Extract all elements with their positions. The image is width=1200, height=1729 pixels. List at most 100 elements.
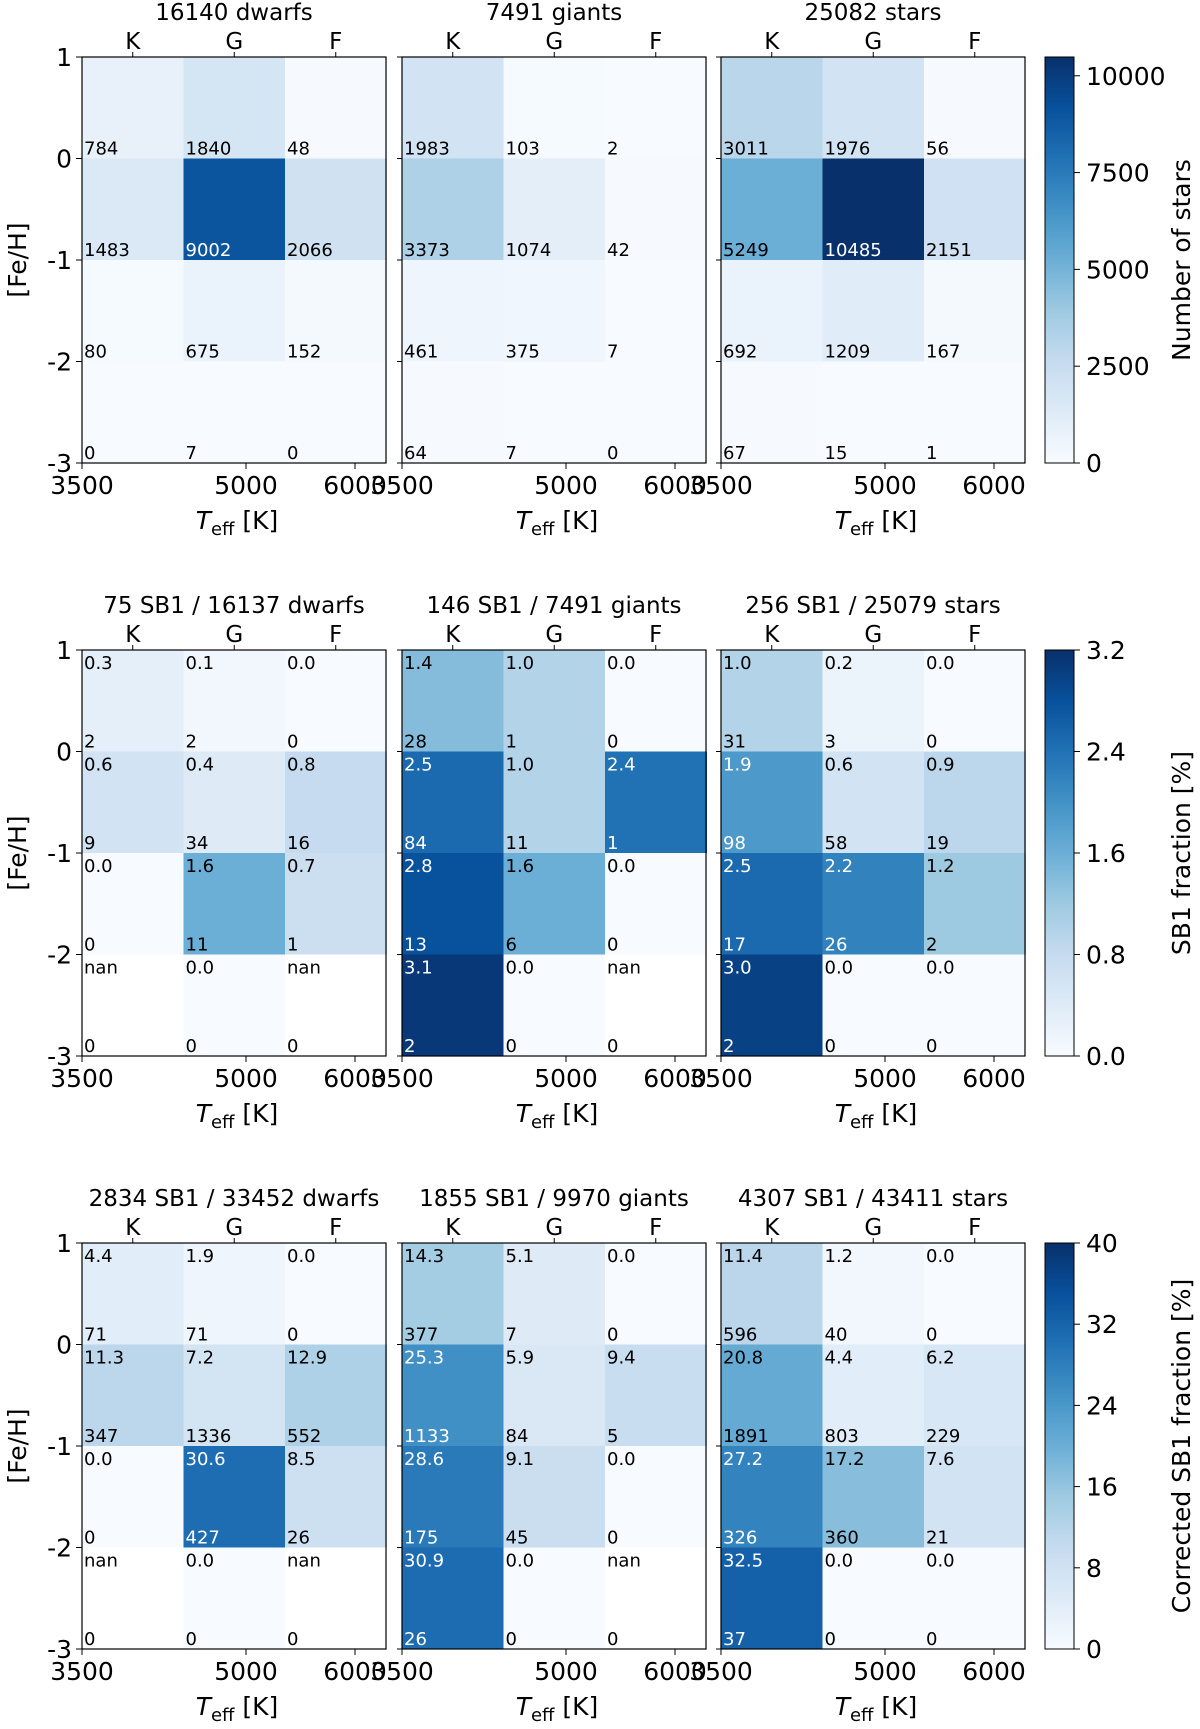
heatmap-cell: [822, 954, 925, 1057]
cell-count-label: 26: [287, 1528, 310, 1549]
cell-count-label: 0: [186, 1629, 197, 1650]
panel-title: 25082 stars: [804, 0, 941, 26]
cell-value-label: 1983: [404, 139, 450, 160]
spectral-type-label: K: [125, 29, 141, 55]
heatmap-cell: [82, 954, 184, 1057]
spectral-type-label: F: [968, 29, 981, 55]
cell-count-label: 427: [186, 1528, 220, 1549]
cell-value-label: 0.0: [607, 653, 636, 674]
cell-value-label: 64: [404, 443, 427, 464]
heatmap-cell: [822, 1446, 925, 1548]
heatmap-cell: [822, 1243, 925, 1345]
cell-value-label: 1.0: [506, 653, 535, 674]
x-axis-label: Teff [K]: [516, 506, 599, 540]
cell-value-label: 2.5: [404, 755, 433, 776]
cell-count-label: 40: [825, 1325, 848, 1346]
cell-value-label: 2.4: [607, 755, 636, 776]
heatmap-cell: [285, 954, 387, 1057]
spectral-type-label: K: [125, 1215, 141, 1241]
x-axis-label: Teff [K]: [516, 1692, 599, 1726]
heatmap-cell: [82, 751, 184, 854]
x-axis-label: Teff [K]: [196, 1692, 279, 1726]
heatmap-cell: [402, 650, 504, 752]
cell-count-label: 98: [723, 833, 746, 854]
cell-value-label: 4.4: [84, 1246, 113, 1267]
cell-value-label: 5.1: [506, 1246, 535, 1267]
cell-value-label: 0.0: [607, 856, 636, 877]
cell-value-label: 15: [825, 443, 848, 464]
colorbar-tick-label: 0.8: [1086, 941, 1126, 970]
spectral-type-label: K: [445, 1215, 461, 1241]
spectral-type-label: K: [445, 29, 461, 55]
heatmap-cell: [82, 57, 184, 159]
heatmap-cell: [183, 751, 286, 854]
cell-value-label: 784: [84, 139, 118, 160]
panel-title: 7491 giants: [486, 0, 623, 26]
colorbar-tick-label: 24: [1086, 1391, 1118, 1420]
cell-value-label: 28.6: [404, 1449, 444, 1470]
cell-value-label: 0.6: [84, 755, 113, 776]
cell-count-label: 11: [186, 935, 209, 956]
x-tick-label: 3500: [370, 1657, 434, 1686]
x-tick-label: 3500: [370, 1064, 434, 1093]
heatmap-cell: [183, 1547, 286, 1650]
cell-value-label: 11.4: [723, 1246, 763, 1267]
cell-value-label: 2.8: [404, 856, 433, 877]
spectral-type-label: G: [864, 622, 882, 648]
heatmap-cell: [605, 361, 707, 464]
heatmap-cell: [183, 260, 286, 362]
colorbar: [1044, 56, 1075, 464]
x-tick-label: 6000: [323, 1064, 387, 1093]
heatmap-cell: [822, 650, 925, 752]
cell-value-label: 42: [607, 240, 630, 261]
cell-value-label: 10485: [825, 240, 882, 261]
heatmap-cell: [503, 853, 606, 955]
y-tick-label: -3: [47, 1042, 72, 1071]
cell-count-label: 0: [607, 1036, 618, 1057]
cell-value-label: 5249: [723, 240, 769, 261]
panel-title: 1855 SB1 / 9970 giants: [419, 1186, 689, 1212]
heatmap-cell: [924, 650, 1026, 752]
cell-count-label: 0: [607, 732, 618, 753]
panel-title: 2834 SB1 / 33452 dwarfs: [89, 1186, 380, 1212]
cell-value-label: 1.2: [926, 856, 955, 877]
heatmap-cell: [924, 853, 1026, 955]
spectral-type-label: F: [649, 29, 662, 55]
colorbar-tick-label: 0.0: [1086, 1042, 1126, 1071]
cell-value-label: 0.0: [84, 1449, 113, 1470]
cell-count-label: 0: [506, 1036, 517, 1057]
x-axis-label: Teff [K]: [835, 506, 918, 540]
heatmap-cell: [503, 1446, 606, 1548]
cell-value-label: 1.0: [723, 653, 752, 674]
heatmap-cell: [503, 650, 606, 752]
cell-count-label: 31: [723, 732, 746, 753]
heatmap-cell: [924, 158, 1026, 261]
cell-value-label: 11.3: [84, 1348, 124, 1369]
heatmap-cell: [503, 158, 606, 261]
cell-value-label: 1483: [84, 240, 130, 261]
y-tick-label: 1: [56, 1229, 72, 1258]
heatmap-cell: [183, 158, 286, 261]
x-tick-label: 5000: [214, 471, 278, 500]
cell-count-label: 1: [287, 935, 298, 956]
heatmap-cell: [503, 751, 606, 854]
heatmap-cell: [721, 1446, 823, 1548]
cell-value-label: nan: [84, 958, 118, 979]
cell-value-label: 1: [926, 443, 937, 464]
heatmap-cell: [822, 361, 925, 464]
heatmap-cell: [721, 1344, 823, 1447]
cell-value-label: 56: [926, 139, 949, 160]
cell-value-label: 1.6: [506, 856, 535, 877]
cell-value-label: 30.9: [404, 1551, 444, 1572]
heatmap-cell: [822, 158, 925, 261]
cell-count-label: 1: [506, 732, 517, 753]
cell-count-label: 552: [287, 1426, 321, 1447]
cell-value-label: nan: [607, 958, 641, 979]
heatmap-cell: [924, 1446, 1026, 1548]
y-tick-label: -3: [47, 1635, 72, 1664]
cell-count-label: 37: [723, 1629, 746, 1650]
cell-count-label: 2: [404, 1036, 415, 1057]
cell-value-label: 3011: [723, 139, 769, 160]
spectral-type-label: G: [545, 622, 563, 648]
